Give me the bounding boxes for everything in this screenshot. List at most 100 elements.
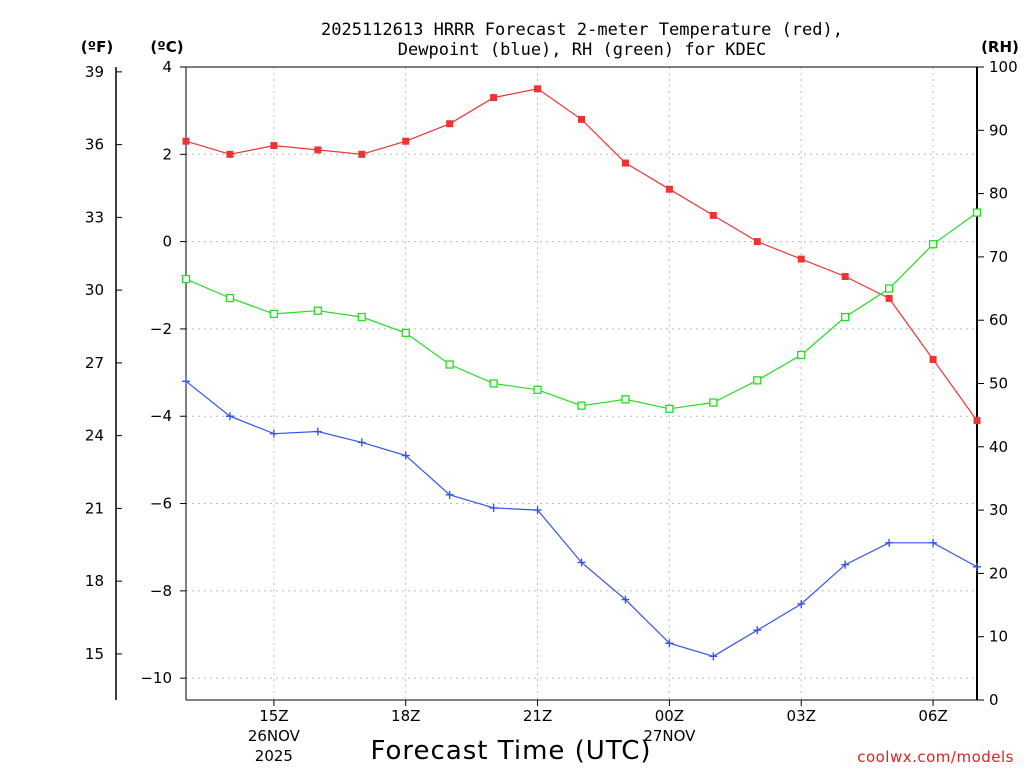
celsius-tick-label: −8 [150,582,172,600]
dewpoint-point [885,538,894,547]
relative-humidity-point [401,328,410,338]
rh-tick-label: 60 [989,311,1008,329]
relative-humidity-point [577,401,586,410]
dewpoint-point [182,377,190,386]
rh-axis-unit: (RH) [981,38,1019,56]
relative-humidity-point [972,208,982,217]
2-meter-temperature-point [621,159,629,167]
x-axis-label: Forecast Time (UTC) [370,736,651,766]
rh-tick-label: 70 [989,248,1008,266]
dewpoint-point [445,490,454,499]
2-meter-temperature-point [709,211,717,219]
x-tick-label: 00Z [655,707,684,725]
2-meter-temperature-point [226,150,234,158]
2-meter-temperature-line [185,88,978,421]
2-meter-temperature-point [753,238,761,246]
2-meter-temperature-point [314,146,322,154]
celsius-tick-label: −10 [140,669,172,687]
celsius-tick-label: 4 [162,58,172,76]
dewpoint-point [753,626,762,635]
celsius-tick-label: −4 [150,407,172,425]
axis-ticks: 420−2−4−6−8−1039363330272421181510090807… [85,58,1018,765]
celsius-tick-label: −6 [150,495,172,513]
dewpoint-point [621,595,630,604]
relative-humidity-point [621,395,630,404]
fahrenheit-tick-label: 36 [85,136,104,154]
dewpoint-line [185,380,978,657]
relative-humidity-point [797,350,806,360]
celsius-axis-unit: (ºC) [150,38,183,56]
2-meter-temperature-point [402,137,410,145]
rh-tick-label: 10 [989,628,1008,646]
2-meter-temperature-point [885,294,893,302]
rh-tick-label: 30 [989,501,1008,519]
dewpoint-point [577,558,586,567]
rh-tick-label: 50 [989,375,1008,393]
fahrenheit-tick-label: 30 [85,281,104,299]
fahrenheit-tick-label: 24 [85,427,104,445]
axes [115,66,978,701]
relative-humidity-point [181,274,191,284]
credit-text: coolwx.com/models [857,748,1014,766]
relative-humidity-point [313,306,322,315]
x-tick-date-label: 26NOV [248,727,301,745]
x-tick-date-label: 27NOV [643,727,696,745]
fahrenheit-tick-label: 21 [85,499,104,517]
fahrenheit-tick-label: 39 [85,63,104,81]
relative-humidity-point [489,379,498,388]
dewpoint-point [533,506,542,515]
fahrenheit-tick-label: 33 [85,208,104,226]
x-tick-label: 03Z [787,707,816,725]
dewpoint-point [797,599,806,608]
dewpoint-point [269,429,278,438]
relative-humidity-point [225,293,235,303]
grid-lines [186,66,977,700]
2-meter-temperature-point [578,115,585,123]
chart-title-line-2: Dewpoint (blue), RH (green) for KDEC [398,40,766,60]
rh-tick-label: 20 [989,564,1008,582]
rh-tick-label: 0 [989,691,999,709]
dewpoint-point [929,538,938,547]
relative-humidity-point [709,398,718,407]
2-meter-temperature-point [841,273,849,281]
relative-humidity-point [753,376,762,385]
relative-humidity-point [533,385,542,394]
celsius-tick-label: 0 [162,233,172,251]
dewpoint-point [489,503,498,512]
relative-humidity-point [445,360,454,369]
dewpoint-point [973,562,981,571]
2-meter-temperature-point [665,185,673,193]
celsius-tick-label: 2 [162,145,172,163]
celsius-tick-label: −2 [150,320,172,338]
fahrenheit-tick-label: 27 [85,354,104,372]
2-meter-temperature-point [929,355,937,363]
dewpoint-point [841,560,850,569]
rh-tick-label: 100 [989,58,1018,76]
relative-humidity-point [928,240,938,249]
data-series [181,85,982,661]
relative-humidity-point [841,312,850,322]
dewpoint-point [313,427,322,436]
2-meter-temperature-point [534,85,542,93]
2-meter-temperature-point [797,255,805,263]
fahrenheit-tick-label: 15 [85,645,104,663]
fahrenheit-axis-unit: (ºF) [81,38,113,56]
2-meter-temperature-point [490,94,498,102]
dewpoint-point [709,652,718,661]
fahrenheit-tick-label: 18 [85,572,104,590]
relative-humidity-point [269,309,279,319]
x-tick-label: 21Z [523,707,552,725]
dewpoint-point [357,438,366,447]
2-meter-temperature-point [270,142,278,150]
2-meter-temperature-point [358,150,366,158]
2-meter-temperature-point [182,137,190,145]
rh-tick-label: 40 [989,438,1008,456]
dewpoint-point [665,639,674,648]
relative-humidity-point [357,312,366,322]
relative-humidity-point [665,404,674,413]
x-tick-label: 18Z [391,707,420,725]
relative-humidity-point [884,284,894,293]
chart-title-line-1: 2025112613 HRRR Forecast 2-meter Tempera… [321,20,843,40]
x-tick-label: 06Z [918,707,947,725]
